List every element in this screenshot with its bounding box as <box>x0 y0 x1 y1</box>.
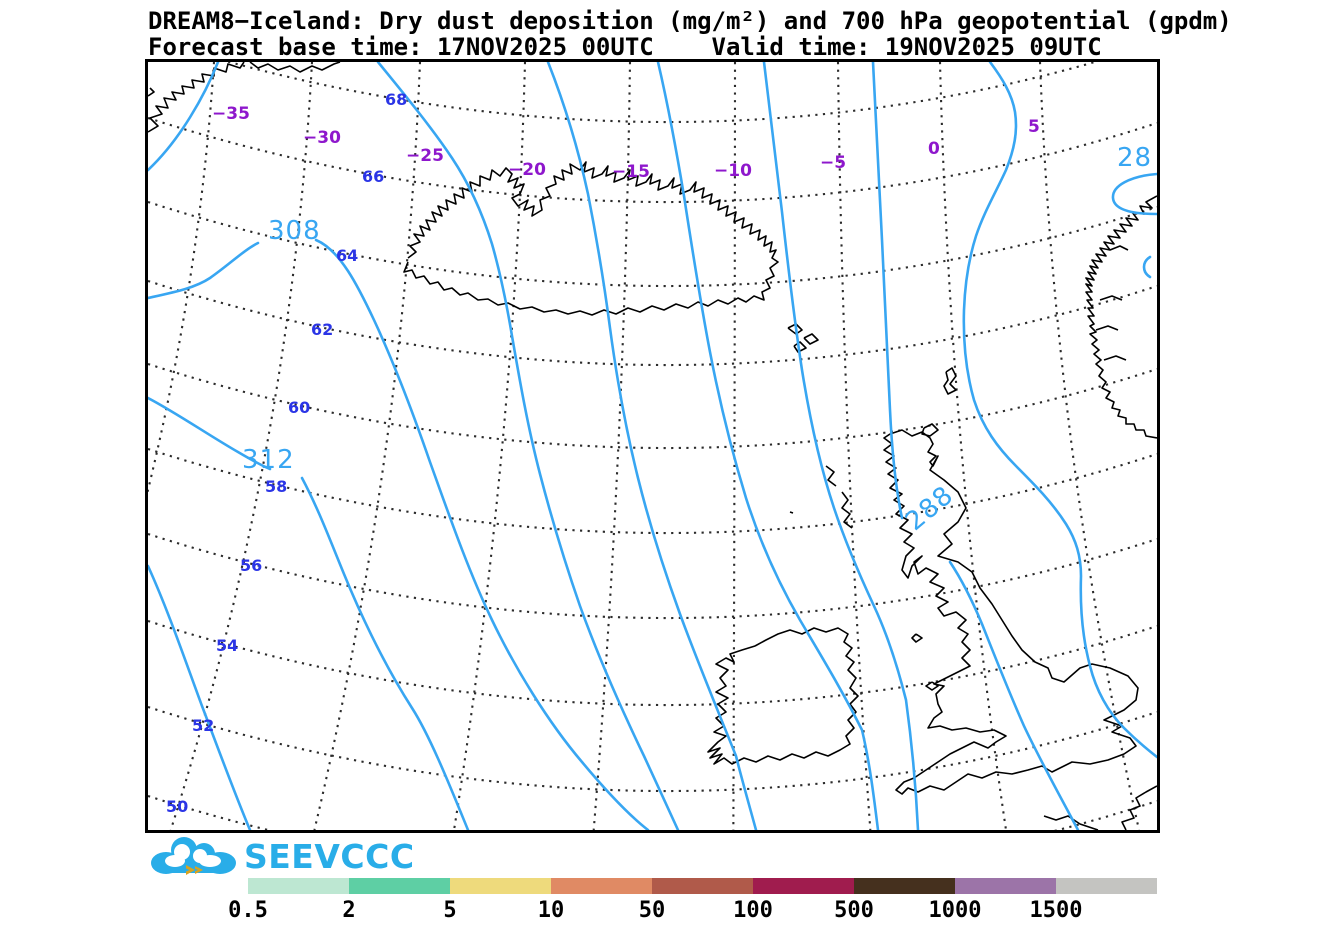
contour-280-loop <box>1111 172 1157 216</box>
contour-300 <box>376 62 680 830</box>
parallel-line <box>148 794 1157 830</box>
seevccc-logo: SEEVCCC <box>150 835 415 877</box>
colorbar-segment <box>854 878 955 894</box>
great-britain-coast <box>883 429 1139 795</box>
longitude-label: −5 <box>820 153 847 173</box>
map-panel: −35 −30 −25 −20 −15 −10 −5 0 5 68 66 64 62 60 58 56 54 52… <box>145 59 1160 833</box>
isle-of-man-coast <box>911 633 939 691</box>
faroe-islands-coast <box>787 323 819 353</box>
colorbar-value-label: 5 <box>443 898 457 923</box>
contour-316 <box>148 564 252 830</box>
colorbar-value-label: 10 <box>537 898 565 923</box>
colorbar-value-label: 50 <box>638 898 666 923</box>
meridian-line <box>1038 62 1141 830</box>
contour-288-south <box>948 560 1080 830</box>
colorbar-value-label: 0.5 <box>228 898 268 923</box>
contour-284 <box>962 62 1157 759</box>
chart-title-block: DREAM8−Iceland: Dry dust deposition (mg/… <box>148 8 1232 60</box>
latitude-label: 62 <box>311 320 334 339</box>
contour-304 <box>148 62 220 172</box>
latitude-label: 60 <box>288 398 311 417</box>
norway-coast <box>1085 195 1157 439</box>
longitude-label: −10 <box>714 161 752 181</box>
deposition-colorbar <box>248 878 1157 894</box>
parallel-line <box>148 705 1157 793</box>
longitude-label: 0 <box>928 139 940 159</box>
longitude-label: 5 <box>1028 117 1040 137</box>
meridian-line <box>453 62 527 830</box>
colorbar-segment <box>955 878 1056 894</box>
ireland-coast <box>707 627 859 765</box>
contour-312-west <box>148 396 272 471</box>
latitude-label: 58 <box>265 477 288 496</box>
chart-subtitle: Forecast base time: 17NOV2025 00UTC Vali… <box>148 33 1102 61</box>
contour-308-east <box>314 238 650 830</box>
cloud-icon <box>151 837 236 875</box>
parallel-line <box>148 447 1157 535</box>
geopotential-contour-layer <box>148 62 1157 830</box>
parallel-line <box>148 279 1157 367</box>
parallel-line <box>148 532 1157 620</box>
latitude-label: 52 <box>192 716 215 735</box>
chart-title: DREAM8−Iceland: Dry dust deposition (mg/… <box>148 7 1232 35</box>
orkney-coast <box>921 423 939 437</box>
meridian-line <box>938 62 1008 830</box>
hebrides-coast <box>789 465 853 529</box>
coastline-layer <box>148 62 1157 830</box>
colorbar-value-label: 500 <box>834 898 874 923</box>
contour-290 <box>762 62 920 830</box>
colorbar-segment <box>349 878 450 894</box>
contour-value-label: 308 <box>268 216 321 246</box>
france-coast <box>1043 785 1157 830</box>
latitude-label: 66 <box>362 167 385 186</box>
colorbar-value-label: 1000 <box>928 898 982 923</box>
logo-arrow-icon <box>186 865 195 875</box>
greenland-coast <box>148 62 341 133</box>
contour-292 <box>656 62 880 830</box>
latitude-label: 50 <box>166 797 189 816</box>
meridian-line <box>169 62 314 830</box>
longitude-label: −15 <box>612 162 650 182</box>
iceland-coast <box>403 161 779 316</box>
graticule-layer <box>148 62 1157 830</box>
colorbar-value-label: 100 <box>733 898 773 923</box>
contour-value-label: 312 <box>242 445 295 475</box>
longitude-label: −30 <box>303 128 341 148</box>
contour-308-west <box>148 241 260 300</box>
longitude-label: −20 <box>508 160 546 180</box>
latitude-label: 56 <box>240 556 263 575</box>
colorbar-segment <box>753 878 854 894</box>
contour-value-label: 28 <box>1117 143 1153 173</box>
shetland-coast <box>943 367 957 395</box>
colorbar-segment <box>1056 878 1157 894</box>
parallel-line <box>148 619 1157 707</box>
longitude-label: −35 <box>212 104 250 124</box>
latitude-label: 68 <box>385 90 408 109</box>
colorbar-segment <box>450 878 551 894</box>
colorbar-segment <box>652 878 753 894</box>
colorbar-segment <box>248 878 349 894</box>
colorbar-segment <box>551 878 652 894</box>
contour-312-east <box>300 476 470 830</box>
contour-edge-fragment <box>1142 255 1152 279</box>
contour-288-north <box>871 62 904 520</box>
longitude-label: −25 <box>406 146 444 166</box>
map-canvas <box>148 62 1157 830</box>
parallel-line <box>148 116 1157 204</box>
colorbar-value-label: 2 <box>342 898 356 923</box>
meridian-line <box>313 62 422 830</box>
logo-text: SEEVCCC <box>244 836 415 876</box>
contour-296 <box>546 62 758 830</box>
colorbar-value-label: 1500 <box>1029 898 1083 923</box>
latitude-label: 64 <box>336 246 359 265</box>
latitude-label: 54 <box>216 636 239 655</box>
